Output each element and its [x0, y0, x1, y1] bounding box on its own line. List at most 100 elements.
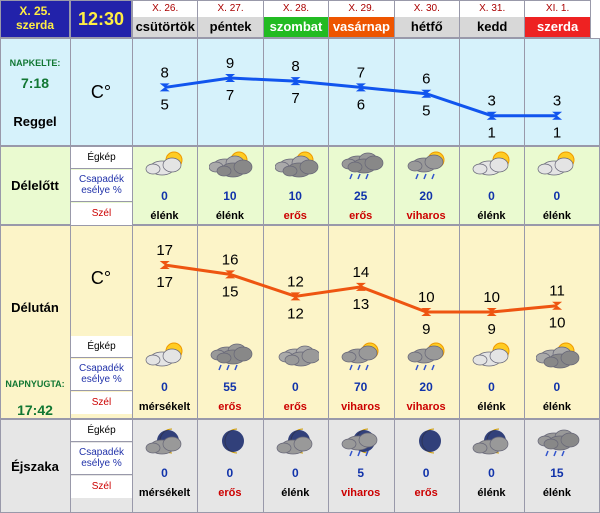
precip-value: 0 — [488, 380, 495, 394]
forenoon-label: Délelőtt — [11, 178, 59, 193]
precip-value: 0 — [161, 189, 168, 203]
day-date: X. 26. — [133, 1, 198, 17]
precip-value: 70 — [354, 380, 368, 394]
current-weekday: szerda — [15, 18, 55, 32]
current-date: X. 25. — [19, 4, 51, 18]
wind-value: viharos — [341, 487, 381, 499]
day-name: csütörtök — [133, 17, 198, 37]
column-divider — [524, 38, 526, 513]
rain-cloud-icon — [340, 148, 384, 182]
wind-value: élénk — [477, 487, 506, 499]
rain-sun-icon — [340, 339, 384, 373]
day-header-0: X. 26. csütörtök — [132, 0, 199, 38]
sky-row-label: Égkép — [71, 420, 132, 442]
day-header-4: X. 30. hétfő — [393, 0, 460, 38]
wind-row-label: Szél — [71, 392, 132, 414]
precip-value: 0 — [553, 380, 561, 394]
column-divider — [197, 38, 199, 513]
rain-sun-icon — [406, 339, 450, 373]
precip-value: 10 — [288, 189, 302, 203]
cloudy-sun-icon — [536, 339, 580, 373]
wind-value: élénk — [542, 210, 571, 222]
wind-row-label: Szél — [71, 476, 132, 498]
wind-value: erős — [414, 487, 438, 499]
moon-cloud-icon — [275, 425, 319, 459]
sunset-time: 17:42 — [17, 402, 53, 418]
wind-value: viharos — [406, 401, 446, 413]
wind-value: erős — [283, 401, 307, 413]
wind-value: élénk — [215, 210, 244, 222]
rain-sun-icon — [406, 148, 450, 182]
moon-icon — [406, 425, 450, 459]
day-date: X. 31. — [460, 1, 525, 17]
partly-cloudy-icon — [471, 148, 515, 182]
moon-rain-icon — [340, 425, 384, 459]
precip-value: 10 — [223, 189, 237, 203]
unit-column-divider — [132, 0, 133, 513]
precip-value: 15 — [550, 466, 564, 480]
day-header-1: X. 27. péntek — [197, 0, 264, 38]
day-header-3: X. 29. vasárnap — [328, 0, 395, 38]
precip-value: 55 — [223, 380, 237, 394]
precip-value: 0 — [553, 189, 561, 203]
day-date: X. 30. — [394, 1, 459, 17]
wind-value: erős — [349, 210, 373, 222]
day-date: X. 29. — [329, 1, 394, 17]
wind-value: élénk — [542, 487, 571, 499]
cloudy-sun-icon — [274, 148, 319, 182]
day-name: szerda — [525, 17, 590, 37]
day-date: X. 27. — [198, 1, 263, 17]
precip-value: 0 — [291, 466, 299, 480]
precip-value: 0 — [161, 380, 168, 394]
day-date: XI. 1. — [525, 1, 590, 17]
sunrise-label: NAPKELTE: — [9, 58, 61, 68]
rain-cloud-icon — [536, 425, 580, 459]
day-name: hétfő — [394, 17, 459, 37]
wind-value: élénk — [281, 487, 310, 499]
wind-value: viharos — [406, 210, 446, 222]
column-divider — [262, 38, 264, 513]
current-date-block: X. 25. szerda — [0, 0, 70, 38]
day-name: szombat — [263, 17, 329, 37]
wind-value: erős — [218, 487, 242, 499]
partly-cloudy-icon — [144, 339, 188, 373]
sky-row-label: Égkép — [71, 336, 132, 358]
day-header-5: X. 31. kedd — [459, 0, 526, 38]
moon-cloud-icon — [144, 425, 188, 459]
wind-value: mérsékelt — [138, 487, 191, 499]
wind-value: mérsékelt — [138, 401, 191, 413]
precip-value: 0 — [488, 189, 495, 203]
sky-row-label: Égkép — [71, 147, 132, 169]
precip-value: 0 — [291, 380, 299, 394]
wind-value: élénk — [150, 210, 179, 222]
current-time: 12:30 — [77, 9, 125, 29]
day-header-6: XI. 1. szerda — [524, 0, 591, 38]
partly-cloudy-icon — [144, 148, 188, 182]
precip-row-label: Csapadék esélye % — [71, 170, 132, 202]
precip-value: 0 — [488, 466, 495, 480]
precip-value: 20 — [419, 189, 433, 203]
rain-cloud-icon — [209, 339, 253, 373]
wind-value: élénk — [542, 401, 571, 413]
sunrise-time: 7:18 — [20, 75, 50, 91]
wind-value: élénk — [477, 401, 506, 413]
wind-value: erős — [218, 401, 242, 413]
wind-row-label: Szél — [71, 203, 132, 225]
afternoon-unit: C° — [90, 268, 112, 288]
partly-cloudy-icon — [536, 148, 580, 182]
morning-label: Reggel — [13, 114, 57, 129]
precip-value: 0 — [226, 466, 234, 480]
moon-icon — [209, 425, 253, 459]
precip-row-label: Csapadék esélye % — [71, 443, 132, 475]
night-label: Éjszaka — [11, 459, 59, 474]
morning-unit: C° — [90, 82, 112, 102]
day-name: kedd — [460, 17, 525, 37]
sunset-label: NAPNYUGTA: — [5, 379, 65, 389]
wind-value: élénk — [477, 210, 506, 222]
label-column-divider — [70, 38, 71, 513]
moon-cloud-icon — [471, 425, 515, 459]
day-header-2: X. 28. szombat — [262, 0, 330, 38]
day-name: péntek — [198, 17, 263, 37]
cloud-icon — [275, 339, 321, 373]
day-date: X. 28. — [263, 1, 329, 17]
